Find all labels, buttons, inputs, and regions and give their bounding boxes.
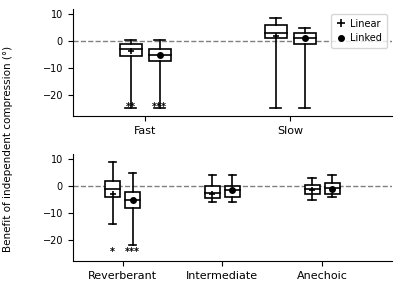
Text: Benefit of independent compression (°): Benefit of independent compression (°) (3, 45, 13, 252)
Text: ***: *** (152, 102, 167, 112)
FancyBboxPatch shape (120, 44, 142, 56)
FancyBboxPatch shape (105, 181, 120, 197)
Text: **: ** (126, 102, 136, 112)
Text: ***: *** (125, 247, 140, 257)
Text: *: * (110, 247, 115, 257)
FancyBboxPatch shape (265, 25, 287, 38)
FancyBboxPatch shape (149, 49, 170, 61)
FancyBboxPatch shape (294, 33, 316, 44)
FancyBboxPatch shape (125, 192, 140, 208)
Legend: Linear, Linked: Linear, Linked (331, 14, 387, 48)
FancyBboxPatch shape (205, 186, 220, 198)
FancyBboxPatch shape (225, 186, 240, 197)
FancyBboxPatch shape (305, 185, 320, 194)
FancyBboxPatch shape (324, 184, 339, 194)
